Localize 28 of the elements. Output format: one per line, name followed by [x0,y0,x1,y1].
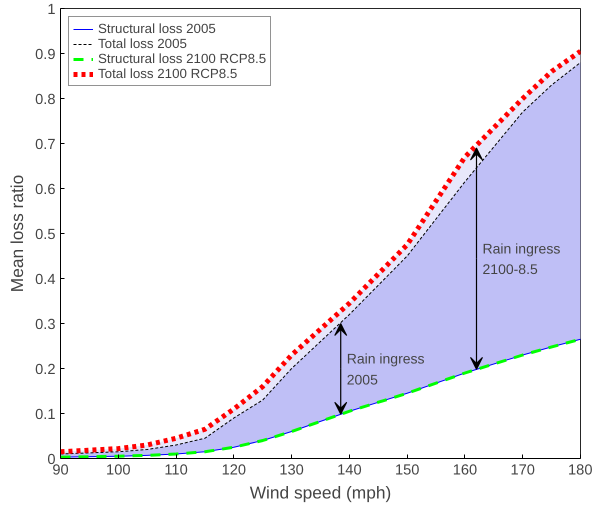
legend-label: Structural loss 2100 RCP8.5 [98,51,266,66]
annotation: Rain ingress 2100-8.5 [482,240,560,278]
x-tick-label: 160 [452,462,478,478]
x-tick-label: 110 [164,462,188,478]
legend-label: Structural loss 2005 [98,21,216,36]
x-tick-label: 140 [337,462,362,478]
x-tick-label: 100 [106,462,131,478]
legend-label: Total loss 2005 [98,36,187,51]
x-tick-label: 120 [222,462,246,478]
y-tick-label: 0.8 [35,92,56,108]
x-tick-label: 170 [510,462,535,478]
y-tick-label: 0.2 [35,362,56,378]
legend-label: Total loss 2100 RCP8.5 [98,66,238,81]
x-axis-title: Wind speed (mph) [250,482,392,502]
y-tick-label: 0.5 [35,227,56,243]
y-tick-label: 0.6 [35,182,56,198]
y-tick-label: 0.1 [35,407,56,423]
y-tick-label: 1 [47,2,56,18]
x-tick-label: 90 [52,462,69,478]
y-axis-title: Mean loss ratio [7,174,28,292]
x-tick-label: 130 [279,462,304,478]
x-tick-label: 180 [568,462,592,478]
x-tick-label: 150 [394,462,420,478]
y-tick-label: 0.9 [35,47,56,63]
y-tick-label: 0.4 [35,272,56,288]
annotation: Rain ingress 2005 [346,350,425,388]
y-tick-label: 0.7 [35,137,56,153]
y-tick-label: 0.3 [35,317,56,333]
